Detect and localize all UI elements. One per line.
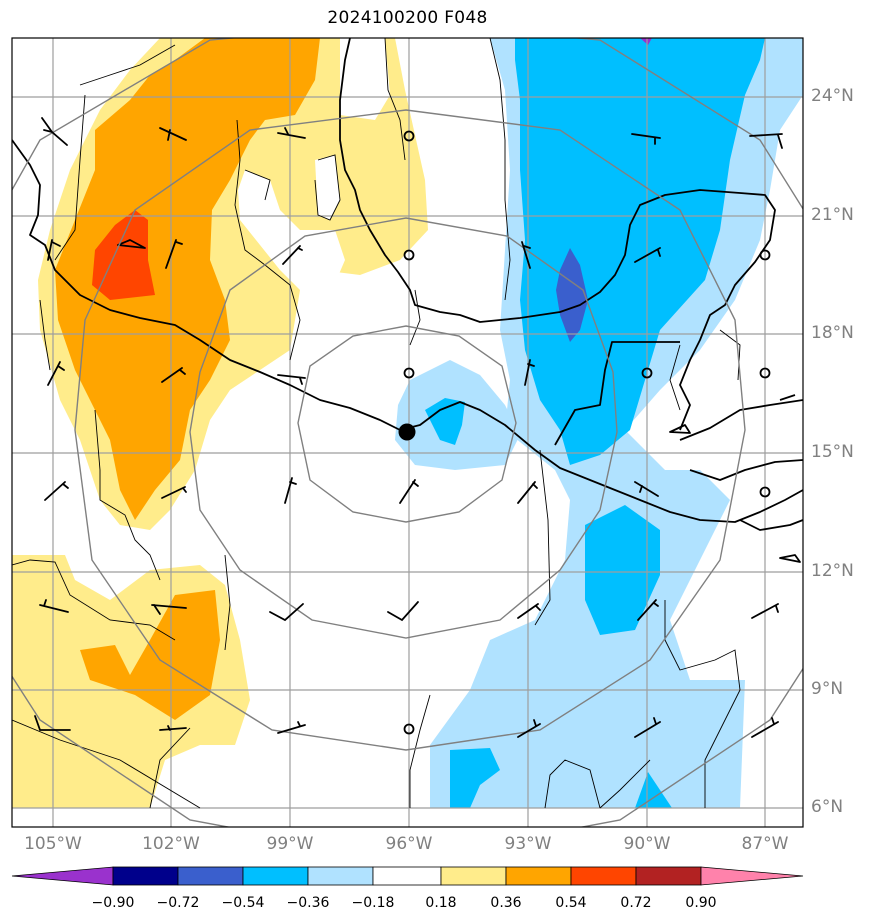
lon-label-90w: 90°W	[623, 834, 671, 854]
lat-label-9n: 9°N	[811, 679, 844, 699]
colorbar-tick-label: −0.18	[351, 895, 395, 911]
white-hole-3	[340, 38, 390, 120]
lon-label-102w: 102°W	[142, 834, 200, 854]
white-hole-1	[238, 170, 345, 295]
calm-markers	[403, 130, 771, 735]
colorbar-tick-label: −0.36	[286, 895, 330, 911]
lat-label-12n: 12°N	[811, 561, 854, 581]
lat-lon-grid	[12, 38, 803, 827]
colorbar-tick-label: 0.72	[620, 895, 652, 911]
lat-label-18n: 18°N	[811, 323, 854, 343]
lon-label-93w: 93°W	[504, 834, 552, 854]
guatemala-border	[554, 341, 680, 446]
island-3	[117, 239, 146, 249]
storm-center-marker	[398, 423, 416, 441]
range-rings	[12, 38, 803, 827]
colorbar-tick-label: 0.36	[490, 895, 522, 911]
colorbar-tick-label: 0.18	[425, 895, 457, 911]
lon-label-96w: 96°W	[385, 834, 433, 854]
positive-anomaly-fill	[12, 38, 428, 808]
colorbar-tick-label: −0.72	[156, 895, 200, 911]
gulf-coast	[339, 38, 776, 431]
nicaragua-border	[739, 519, 803, 531]
lat-label-21n: 21°N	[811, 205, 854, 225]
blue-region-southwest	[450, 748, 500, 808]
colorbar-tick-label: 0.54	[555, 895, 587, 911]
mexico-pacific-coast	[12, 139, 803, 523]
colorbar-tick-label: 0.90	[685, 895, 717, 911]
colorbar-tick-label: −0.90	[91, 895, 135, 911]
cuba-fragment	[779, 394, 796, 401]
blue-region-south	[585, 505, 660, 635]
purple-region	[640, 38, 652, 45]
lon-label-105w: 105°W	[24, 834, 82, 854]
coastlines	[12, 38, 803, 563]
lat-label-15n: 15°N	[811, 442, 854, 462]
lat-label-24n: 24°N	[811, 86, 854, 106]
state-boundaries	[12, 38, 741, 809]
lon-label-99w: 99°W	[266, 834, 314, 854]
colorbar-tick-label: −0.54	[221, 895, 265, 911]
map-title: 2024100200 F048	[327, 8, 488, 28]
island-1	[669, 424, 691, 434]
lat-label-6n: 6°N	[811, 797, 844, 817]
honduras-coast	[679, 399, 803, 441]
red-region	[92, 210, 155, 300]
colorbar	[11, 866, 804, 886]
blue-region-main	[515, 38, 765, 465]
honduras-border	[689, 459, 803, 481]
island-2	[779, 554, 801, 563]
royal-blue-region	[556, 248, 588, 342]
wind-barbs	[34, 117, 783, 738]
map-frame	[11, 37, 804, 828]
white-hole-2	[315, 155, 340, 220]
blue-region-center	[425, 398, 465, 445]
orange-region-south	[80, 590, 220, 720]
orange-region-north	[55, 38, 320, 520]
blue-region-southeast	[635, 772, 672, 808]
lon-label-87w: 87°W	[741, 834, 789, 854]
